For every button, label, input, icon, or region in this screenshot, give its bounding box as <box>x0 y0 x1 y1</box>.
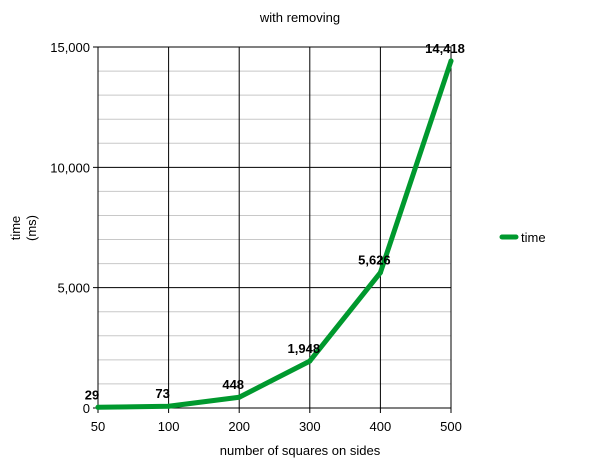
data-label: 29 <box>85 387 99 402</box>
x-tick-label: 50 <box>91 419 105 434</box>
data-label: 448 <box>222 377 244 392</box>
y-tick-label: 5,000 <box>57 281 90 296</box>
data-label: 14,418 <box>425 41 465 56</box>
axes: 0 5,000 10,000 15,000 50 100 200 300 400 500 <box>50 40 462 434</box>
data-labels: 29 73 448 1,948 5,626 14,418 <box>85 41 465 402</box>
chart-title: with removing <box>259 10 340 25</box>
data-point <box>236 394 242 400</box>
y-axis-title-line1: time <box>8 216 23 241</box>
x-tick-label: 500 <box>440 419 462 434</box>
data-label: 5,626 <box>358 253 391 268</box>
data-point <box>448 58 454 64</box>
x-tick-label: 100 <box>158 419 180 434</box>
x-tick-label: 200 <box>228 419 250 434</box>
y-tick-label: 15,000 <box>50 40 90 55</box>
x-tick-label: 300 <box>299 419 321 434</box>
data-point <box>95 404 101 410</box>
grid <box>93 46 452 413</box>
legend-label-time: time <box>521 230 546 245</box>
data-point <box>307 358 313 364</box>
legend: time <box>499 230 546 245</box>
data-point <box>166 403 172 409</box>
data-label: 1,948 <box>288 341 321 356</box>
data-label: 73 <box>155 386 169 401</box>
data-point <box>377 270 383 276</box>
x-tick-label: 400 <box>370 419 392 434</box>
x-axis-title: number of squares on sides <box>220 443 381 458</box>
y-axis-title-line2: (ms) <box>24 215 39 241</box>
series-line-time <box>95 58 454 410</box>
y-tick-label: 0 <box>83 401 90 416</box>
series-layer <box>95 58 454 410</box>
y-tick-label: 10,000 <box>50 160 90 175</box>
